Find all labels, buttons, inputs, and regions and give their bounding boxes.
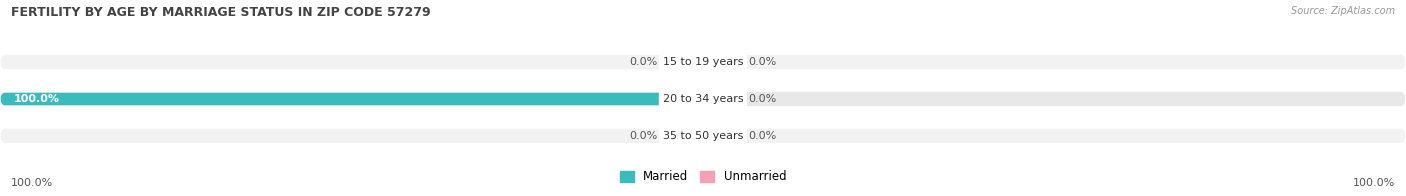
Text: 15 to 19 years: 15 to 19 years [662,57,744,67]
Text: 0.0%: 0.0% [628,131,657,141]
Text: 100.0%: 100.0% [1353,178,1395,188]
Text: 35 to 50 years: 35 to 50 years [662,131,744,141]
FancyBboxPatch shape [668,130,703,142]
FancyBboxPatch shape [703,56,738,68]
FancyBboxPatch shape [703,93,738,105]
Text: 0.0%: 0.0% [628,57,657,67]
Text: 20 to 34 years: 20 to 34 years [662,94,744,104]
Legend: Married, Unmarried: Married, Unmarried [614,166,792,188]
Text: 0.0%: 0.0% [749,94,778,104]
Text: 100.0%: 100.0% [11,178,53,188]
FancyBboxPatch shape [0,55,1406,69]
Text: 0.0%: 0.0% [749,131,778,141]
Text: 100.0%: 100.0% [14,94,60,104]
FancyBboxPatch shape [703,130,738,142]
Text: FERTILITY BY AGE BY MARRIAGE STATUS IN ZIP CODE 57279: FERTILITY BY AGE BY MARRIAGE STATUS IN Z… [11,6,430,19]
FancyBboxPatch shape [668,56,703,68]
Text: Source: ZipAtlas.com: Source: ZipAtlas.com [1291,6,1395,16]
FancyBboxPatch shape [0,129,1406,143]
FancyBboxPatch shape [0,93,703,105]
Text: 0.0%: 0.0% [749,57,778,67]
FancyBboxPatch shape [0,92,1406,106]
